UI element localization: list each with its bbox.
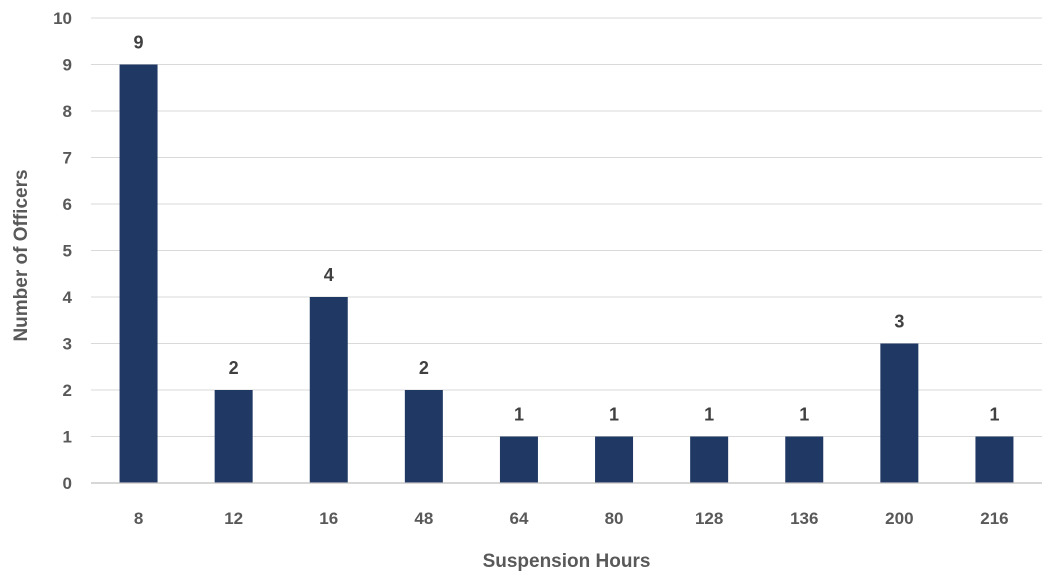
bar: [119, 64, 158, 483]
y-tick-label: 6: [63, 195, 72, 214]
data-label: 1: [799, 405, 809, 425]
x-tick-label: 8: [134, 509, 143, 528]
x-tick-label: 64: [509, 509, 528, 528]
x-tick-label: 12: [224, 509, 243, 528]
data-label: 1: [704, 405, 714, 425]
x-tick-label: 216: [980, 509, 1008, 528]
y-tick-label: 5: [63, 242, 72, 261]
y-tick-label: 8: [63, 102, 72, 121]
bar: [595, 436, 634, 483]
data-labels: 9 2 4 2 1 1 1 1 3 1: [134, 33, 1000, 425]
data-label: 1: [609, 405, 619, 425]
data-label: 2: [229, 358, 239, 378]
y-tick-label: 10: [53, 9, 72, 28]
x-tick-label: 80: [605, 509, 624, 528]
y-tick-label: 3: [63, 335, 72, 354]
x-axis-title: Suspension Hours: [483, 551, 651, 572]
data-label: 1: [989, 405, 999, 425]
y-tick-label: 0: [63, 474, 72, 493]
bar: [785, 436, 824, 483]
bar: [690, 436, 729, 483]
x-tick-label: 128: [695, 509, 723, 528]
x-tick-label: 16: [319, 509, 338, 528]
y-tick-label: 7: [63, 149, 72, 168]
y-tick-label: 1: [63, 428, 72, 447]
data-label: 2: [419, 358, 429, 378]
x-tick-label: 200: [885, 509, 913, 528]
y-axis-ticks: 0 1 2 3 4 5 6 7 8 9 10: [53, 9, 72, 493]
y-axis-title: Number of Officers: [11, 169, 32, 341]
data-label: 9: [134, 33, 144, 53]
bar: [975, 436, 1014, 483]
x-tick-label: 48: [414, 509, 433, 528]
bar: [499, 436, 538, 483]
bar: [309, 297, 348, 483]
data-label: 3: [894, 312, 904, 332]
bars: [119, 64, 1014, 483]
x-tick-label: 136: [790, 509, 818, 528]
bar: [880, 343, 919, 483]
data-label: 4: [324, 265, 334, 285]
bar: [214, 390, 253, 483]
y-tick-label: 2: [63, 381, 72, 400]
y-tick-label: 9: [63, 56, 72, 75]
x-axis-ticks: 8 12 16 48 64 80 128 136 200 216: [134, 509, 1009, 528]
y-tick-label: 4: [63, 288, 73, 307]
data-label: 1: [514, 405, 524, 425]
bar: [404, 390, 443, 483]
